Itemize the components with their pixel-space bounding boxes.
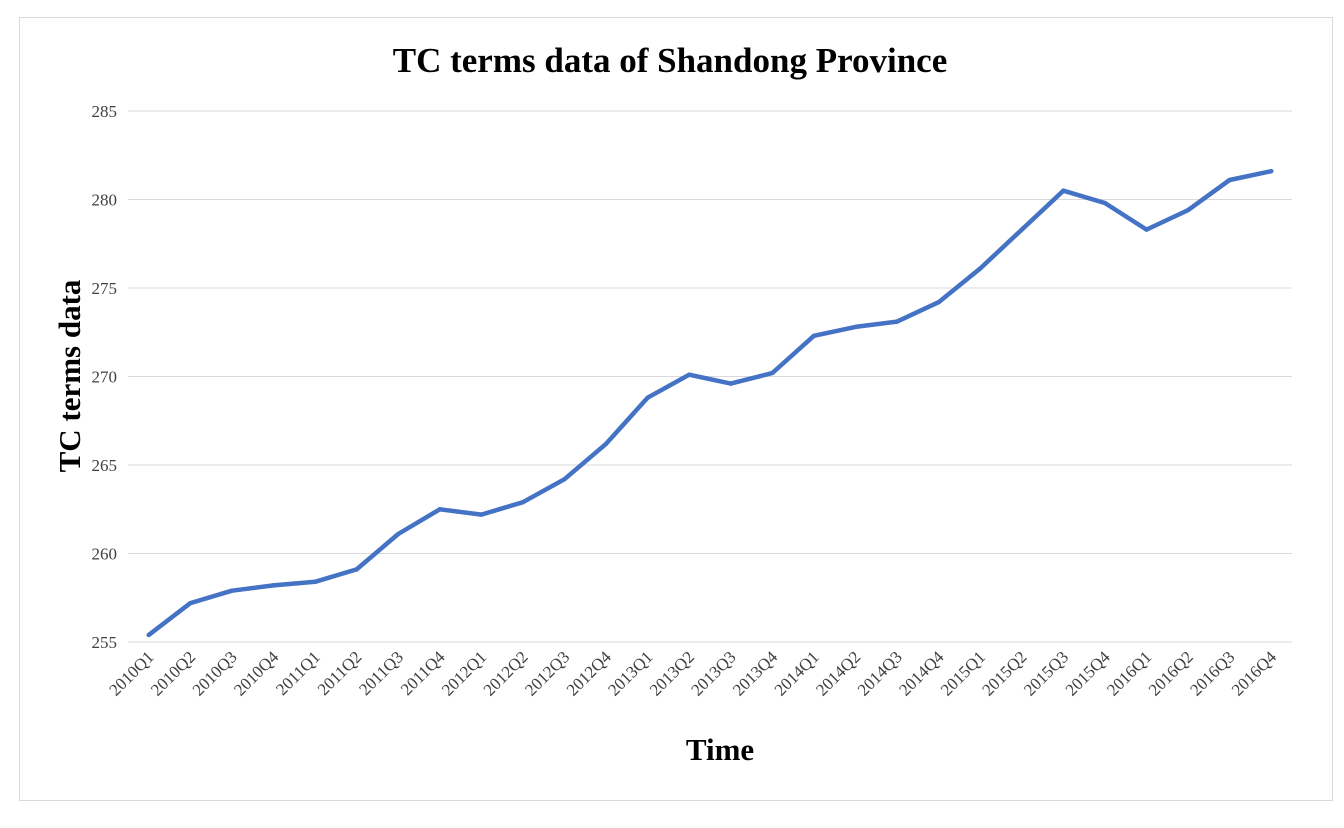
x-tick-label: 2010Q2 [147,647,199,699]
data-point [853,324,858,330]
y-tick-labels: 255 260 265 270 275 280 285 [92,102,118,652]
data-point [770,370,775,376]
x-tick-label: 2010Q3 [189,647,241,699]
x-tick-label: 2016Q2 [1145,647,1197,699]
x-tick-label: 2015Q3 [1020,647,1072,699]
data-point [894,319,900,324]
data-point [1144,227,1149,232]
data-point [811,333,817,338]
data-point [562,476,567,482]
chart-frame [19,17,1333,801]
x-tick-label: 2016Q3 [1186,647,1238,699]
data-point [1227,177,1232,183]
data-point [396,531,401,537]
x-tick-label: 2014Q2 [812,647,864,699]
x-tick-label: 2016Q1 [1103,647,1155,699]
x-tick-label: 2013Q4 [729,647,782,700]
x-tick-label: 2013Q1 [604,647,656,699]
data-point [271,583,276,588]
data-point [188,600,193,606]
series-0 [146,168,1274,638]
x-tick-label: 2012Q3 [521,647,573,699]
gridlines [128,110,1292,643]
x-tick-label: 2011Q2 [314,647,366,699]
x-tick-label: 2012Q2 [480,647,532,699]
y-tick-label: 280 [92,191,118,210]
data-point [936,299,941,305]
data-point [603,441,609,446]
x-tick-label: 2015Q4 [1062,647,1115,700]
data-point [978,266,983,271]
data-point [1019,227,1024,232]
data-point [437,507,442,512]
x-axis-title: Time [686,732,754,767]
y-axis-title: TC terms data [52,279,87,472]
x-tick-label: 2014Q4 [895,647,948,700]
x-tick-label: 2014Q3 [854,647,906,699]
series-layer [146,168,1274,638]
y-tick-label: 265 [92,456,118,475]
data-point [1185,207,1191,213]
data-point [312,579,318,585]
x-tick-label: 2013Q2 [646,647,698,699]
y-tick-label: 260 [92,545,118,564]
x-tick-label: 2011Q1 [272,647,324,699]
x-tick-label: 2014Q1 [771,647,823,699]
data-point [687,372,692,377]
x-tick-label: 2010Q4 [230,647,283,700]
data-point [645,395,650,400]
y-tick-label: 255 [92,633,118,652]
y-tick-label: 285 [92,102,118,121]
data-point [146,632,151,638]
x-tick-label: 2015Q1 [937,647,989,699]
x-tick-label: 2011Q3 [355,647,407,699]
data-point [354,567,359,572]
x-tick-label: 2013Q3 [687,647,739,699]
data-point [1102,200,1108,206]
x-tick-label: 2012Q1 [438,647,490,699]
x-tick-label: 2015Q2 [978,647,1030,699]
data-point [520,499,526,505]
x-tick-label: 2016Q4 [1228,647,1281,700]
data-point [1269,168,1274,174]
chart-title: TC terms data of Shandong Province [393,41,948,80]
data-point [1061,188,1066,193]
data-point [229,588,235,593]
data-point [479,512,484,517]
x-tick-labels: 2010Q12010Q22010Q32010Q42011Q12011Q22011… [105,647,1280,700]
data-point [728,381,733,386]
x-tick-label: 2011Q4 [397,647,449,699]
x-tick-label: 2012Q4 [563,647,616,700]
y-tick-label: 275 [92,279,118,298]
x-tick-label: 2010Q1 [105,647,157,699]
y-tick-label: 270 [92,368,118,387]
series-line [146,168,1274,638]
